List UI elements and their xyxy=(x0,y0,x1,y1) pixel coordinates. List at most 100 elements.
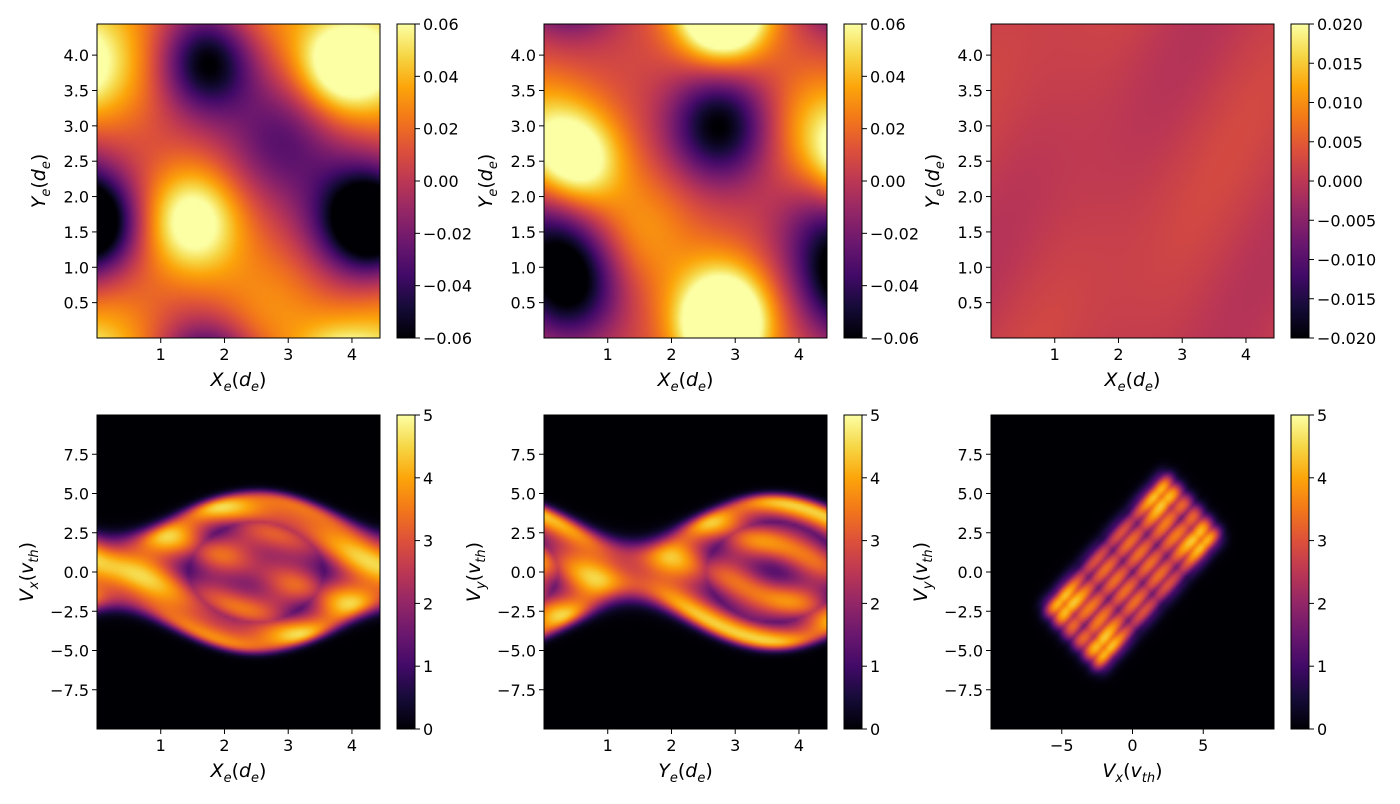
y-tick-label: 1.5 xyxy=(511,223,536,242)
y-axis-label: Vy(vth) xyxy=(463,542,489,602)
colorbar-tick-label: 4 xyxy=(423,469,433,488)
x-axis-label: Xe(de) xyxy=(657,369,714,395)
x-tick-label: 4 xyxy=(347,736,357,755)
colorbar-tick-label: −0.06 xyxy=(423,329,472,348)
colorbar-tick-label: 0.02 xyxy=(423,120,459,139)
y-tick-label: 1.5 xyxy=(64,223,89,242)
y-axis-label: Ye(de) xyxy=(475,154,501,209)
x-tick-label: 2 xyxy=(666,345,676,364)
y-tick-label: −7.5 xyxy=(497,681,536,700)
y-tick-label: 1.0 xyxy=(511,258,536,277)
x-tick-label: 3 xyxy=(283,736,293,755)
y-tick-label: 3.5 xyxy=(511,81,536,100)
y-tick-label: 5.0 xyxy=(511,485,536,504)
colorbar-tick-label: 0.00 xyxy=(423,172,459,191)
colorbar-tick-label: −0.020 xyxy=(1317,329,1376,348)
y-tick-label: 5.0 xyxy=(958,485,983,504)
heatmap-image-2 xyxy=(544,24,827,338)
y-tick-label: 2.0 xyxy=(64,188,89,207)
colorbar-tick-label: 3 xyxy=(1317,532,1327,551)
y-tick-label: 0.5 xyxy=(64,294,89,313)
colorbar-tick-label: 2 xyxy=(870,594,880,613)
y-tick-label: 7.5 xyxy=(64,445,89,464)
colorbar-tick-label: 2 xyxy=(1317,594,1327,613)
colorbar-tick-label: 0 xyxy=(423,720,433,739)
colorbar-tick-label: 0.010 xyxy=(1317,94,1363,113)
y-axis-label: Ye(de) xyxy=(28,154,54,209)
x-axis-label: Xe(de) xyxy=(210,760,267,786)
heatmap-image-1 xyxy=(97,24,380,338)
subplot-2: 1 2 3 4 0.5 1.0 1.5 2.0 2.5 3.0 3.5 4.0 Xe(de) Ye(de)… xyxy=(475,15,919,395)
colorbar-tick-label: 5 xyxy=(870,406,880,425)
y-tick-label: −2.5 xyxy=(497,602,536,621)
y-tick-label: 2.5 xyxy=(511,524,536,543)
colorbar-tick-label: 0.005 xyxy=(1317,133,1363,152)
colorbar xyxy=(843,23,863,339)
colorbar xyxy=(843,414,863,730)
colorbar-tick-label: 1 xyxy=(1317,657,1327,676)
x-tick-label: 4 xyxy=(794,345,804,364)
x-axis-label: Xe(de) xyxy=(210,369,267,395)
subplot-4: 1 2 3 4 −7.5 −5.0 −2.5 0.0 2.5 5.0 7.5 Xe(de) Vx(vth… xyxy=(16,406,433,786)
y-tick-label: 4.0 xyxy=(958,46,983,65)
plot-frame xyxy=(543,23,828,339)
colorbar-tick-label: −0.015 xyxy=(1317,290,1376,309)
y-tick-label: 1.0 xyxy=(958,258,983,277)
x-tick-label: 2 xyxy=(219,345,229,364)
y-tick-label: −7.5 xyxy=(50,681,89,700)
y-tick-label: 2.5 xyxy=(64,524,89,543)
colorbar-tick-label: 0.04 xyxy=(870,67,906,86)
colorbar-tick-label: −0.02 xyxy=(870,224,919,243)
x-tick-label: 2 xyxy=(219,736,229,755)
colorbar-tick-label: 1 xyxy=(870,657,880,676)
colorbar xyxy=(396,414,416,730)
colorbar xyxy=(1290,414,1310,730)
y-axis-label: Ye(de) xyxy=(922,154,948,209)
x-tick-label: 1 xyxy=(156,345,166,364)
x-tick-label: 3 xyxy=(1177,345,1187,364)
colorbar-tick-label: 2 xyxy=(423,594,433,613)
y-tick-label: 0.5 xyxy=(958,294,983,313)
colorbar-tick-label: 0.020 xyxy=(1317,15,1363,34)
y-tick-label: 2.5 xyxy=(958,152,983,171)
x-tick-label: −5 xyxy=(1050,736,1074,755)
y-tick-label: 2.5 xyxy=(958,524,983,543)
y-tick-label: 0.0 xyxy=(958,563,983,582)
colorbar-tick-label: 4 xyxy=(1317,469,1327,488)
y-tick-label: −5.0 xyxy=(497,642,536,661)
y-tick-label: 0.5 xyxy=(511,294,536,313)
y-tick-label: 2.0 xyxy=(511,188,536,207)
x-tick-label: 2 xyxy=(666,736,676,755)
x-tick-label: 4 xyxy=(794,736,804,755)
colorbar-tick-label: −0.010 xyxy=(1317,251,1376,270)
subplot-6: −5 0 5 −7.5 −5.0 −2.5 0.0 2.5 5.0 7.5 Vx(vth) Vy(vt… xyxy=(910,406,1327,786)
colorbar-tick-label: 4 xyxy=(870,469,880,488)
heatmap-image-6 xyxy=(991,415,1274,729)
colorbar-tick-label: 0.04 xyxy=(423,67,459,86)
plot-frame xyxy=(96,23,381,339)
colorbar-tick-label: 0.00 xyxy=(870,172,906,191)
y-axis-label: Vy(vth) xyxy=(910,542,936,602)
y-tick-label: 3.5 xyxy=(64,81,89,100)
colorbar-tick-label: 0 xyxy=(1317,720,1327,739)
colorbar xyxy=(1290,23,1310,339)
y-tick-label: 3.0 xyxy=(511,117,536,136)
colorbar-tick-label: 0.015 xyxy=(1317,54,1363,73)
y-tick-label: 2.5 xyxy=(511,152,536,171)
colorbar-tick-label: −0.04 xyxy=(423,277,472,296)
y-tick-label: 3.5 xyxy=(958,81,983,100)
x-tick-label: 5 xyxy=(1198,736,1208,755)
colorbar-tick-label: 0.02 xyxy=(870,120,906,139)
heatmap-image-5 xyxy=(544,415,827,729)
y-tick-label: −2.5 xyxy=(50,602,89,621)
y-tick-label: −5.0 xyxy=(944,642,983,661)
y-tick-label: 7.5 xyxy=(511,445,536,464)
y-tick-label: −7.5 xyxy=(944,681,983,700)
colorbar xyxy=(396,23,416,339)
y-tick-label: 3.0 xyxy=(958,117,983,136)
x-tick-label: 4 xyxy=(347,345,357,364)
x-axis-label: Ye(de) xyxy=(658,760,713,786)
subplot-1: 1 2 3 4 0.5 1.0 1.5 2.0 2.5 3.0 3.5 4.0 Xe(de) Ye(de)… xyxy=(28,15,472,395)
x-tick-label: 3 xyxy=(730,736,740,755)
